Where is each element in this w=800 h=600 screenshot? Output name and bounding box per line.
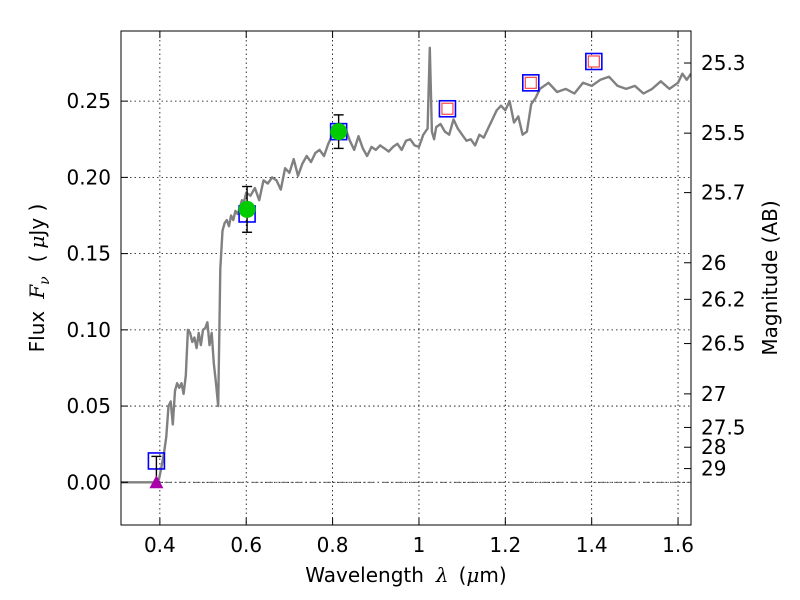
y-axis-unit-rest: Jy ) bbox=[25, 204, 49, 238]
y-tick-label: 0.10 bbox=[66, 318, 111, 342]
y-axis-label: Flux Fν ( μJy ) bbox=[25, 204, 53, 353]
plot-frame bbox=[120, 30, 692, 526]
model-photometry-square bbox=[585, 52, 603, 71]
magnitude-tick-label: 26.2 bbox=[701, 287, 746, 311]
y-tick-labels: 0.00 0.05 0.10 0.15 0.20 0.25 bbox=[66, 89, 111, 494]
observed-photometry-point bbox=[330, 123, 348, 141]
magnitude-tick-label: 26 bbox=[701, 251, 726, 275]
magnitude-tick-label: 29 bbox=[701, 457, 726, 481]
ticks bbox=[121, 31, 691, 525]
x-tick-labels: 0.4 0.6 0.8 1 1.2 1.4 1.6 bbox=[144, 533, 694, 557]
x-tick-label: 0.4 bbox=[144, 533, 176, 557]
upper-limit-triangle bbox=[149, 475, 164, 489]
model-photometry-square bbox=[521, 74, 540, 92]
y-tick-label: 0.00 bbox=[66, 470, 111, 494]
magnitude-tick-label: 25.7 bbox=[701, 181, 746, 205]
x-tick-label: 0.8 bbox=[317, 533, 349, 557]
nir-model-marker bbox=[441, 102, 454, 115]
x-axis-label-prefix: Wavelength bbox=[305, 563, 424, 587]
x-tick-label: 0.6 bbox=[230, 533, 262, 557]
spectrum-line bbox=[121, 46, 691, 484]
magnitude-tick-label: 27 bbox=[701, 382, 726, 406]
x-tick-label: 1.2 bbox=[489, 533, 521, 557]
y-tick-label: 0.05 bbox=[66, 394, 111, 418]
y2-axis-label: Magnitude (AB) bbox=[758, 200, 782, 355]
y-axis-f-symbol: F bbox=[25, 284, 49, 300]
x-axis-label: Wavelength λ (μm) bbox=[305, 563, 506, 587]
x-tick-label: 1.4 bbox=[576, 533, 608, 557]
y-axis-unit-mu: μ bbox=[25, 236, 49, 249]
magnitude-tick-label: 25.5 bbox=[701, 121, 746, 145]
x-axis-lambda-symbol: λ bbox=[435, 563, 449, 587]
x-axis-unit-open: ( bbox=[459, 563, 467, 587]
nir-model-marker bbox=[524, 76, 537, 89]
y-tick-label: 0.25 bbox=[66, 89, 111, 113]
magnitude-tick-label: 28 bbox=[701, 435, 726, 459]
observed-photometry-point bbox=[238, 200, 256, 218]
x-axis-unit-mu: μ bbox=[466, 563, 479, 587]
y-axis-unit-open: ( bbox=[25, 255, 49, 263]
y-axis-nu-subscript: ν bbox=[37, 276, 53, 285]
magnitude-tick-label: 25.3 bbox=[701, 51, 746, 75]
x-tick-label: 1.6 bbox=[662, 533, 694, 557]
grid bbox=[121, 31, 691, 525]
y-tick-label: 0.15 bbox=[66, 242, 111, 266]
x-axis-unit-rest: m) bbox=[479, 563, 506, 587]
nir-model-marker bbox=[587, 55, 600, 68]
model-photometry-square bbox=[438, 99, 457, 118]
magnitude-tick-label: 26.5 bbox=[701, 332, 746, 356]
x-tick-label: 1 bbox=[413, 533, 426, 557]
magnitude-tick-label: 27.5 bbox=[701, 415, 746, 439]
y-tick-label: 0.20 bbox=[66, 165, 111, 189]
y-axis-label-prefix: Flux bbox=[25, 311, 49, 353]
